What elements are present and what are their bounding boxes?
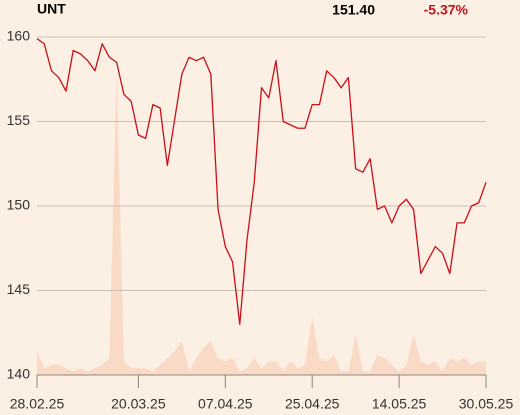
symbol: UNT [37,1,66,17]
last-price: 151.40 [332,2,375,18]
y-tick-label: 155 [7,112,31,128]
x-tick-label: 14.05.25 [372,396,427,412]
price-line [36,38,487,325]
y-tick-label: 140 [7,366,31,382]
x-tick-label: 07.04.25 [198,396,253,412]
x-tick-label: 28.02.25 [10,396,65,412]
y-tick-label: 145 [7,281,31,297]
x-tick-label: 25.04.25 [285,396,340,412]
volume-area [37,74,486,376]
y-tick-label: 150 [7,197,31,213]
x-tick-label: 20.03.25 [111,396,166,412]
price-change: -5.37% [424,2,469,18]
x-tick-label: 30.05.25 [459,396,514,412]
y-tick-label: 160 [7,28,31,44]
